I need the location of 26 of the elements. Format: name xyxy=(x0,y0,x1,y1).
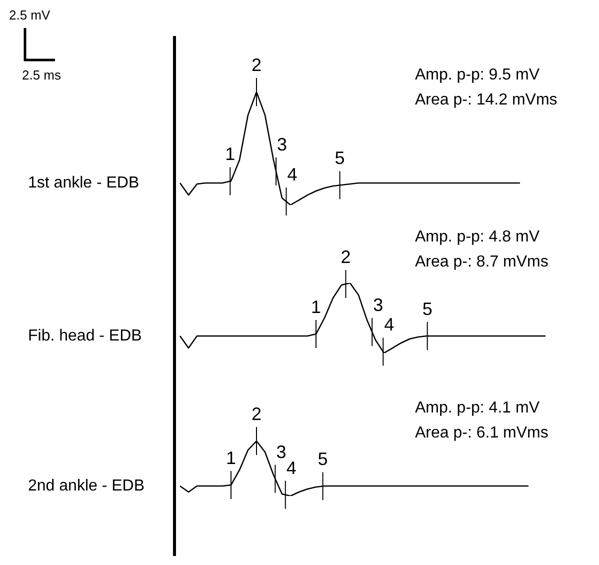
y-axis-title: 2nd ankle - EDB xyxy=(28,477,145,494)
annotation: 1 xyxy=(310,297,322,317)
annotation: 4 xyxy=(286,458,296,478)
text: 2.5 ms xyxy=(22,68,62,83)
annotation: 5 xyxy=(422,298,432,319)
y-axis-title: Fib. head - EDB xyxy=(28,327,142,344)
annotation: 3 xyxy=(276,442,286,462)
text: 2 xyxy=(340,246,351,267)
text: Amp. p-p: 4.1 mV xyxy=(415,399,540,416)
annotation: 3 xyxy=(373,294,384,315)
text: Amp. p-p: 9.5 mV xyxy=(415,66,540,84)
annotation: 1 xyxy=(226,448,236,468)
text: 2.5 mV xyxy=(9,8,51,23)
annotation: 5 xyxy=(334,148,345,168)
annotation: Area p-: 14.2 mVms xyxy=(415,91,558,108)
text: 2 xyxy=(251,404,262,424)
annotation: 1 xyxy=(225,144,236,164)
text: Amp. p-p: 4.8 mV xyxy=(415,228,540,246)
annotation: 4 xyxy=(384,314,394,335)
annotation: 4 xyxy=(287,164,298,184)
annotation: 5 xyxy=(318,449,328,470)
text: 2 xyxy=(251,54,262,75)
annotation: 3 xyxy=(277,134,288,154)
text: Area p-: 8.7 mVms xyxy=(415,253,548,270)
y-axis-title: 1st ankle - EDB xyxy=(28,174,140,192)
annotation: Area p-: 6.1 mVms xyxy=(415,424,548,442)
